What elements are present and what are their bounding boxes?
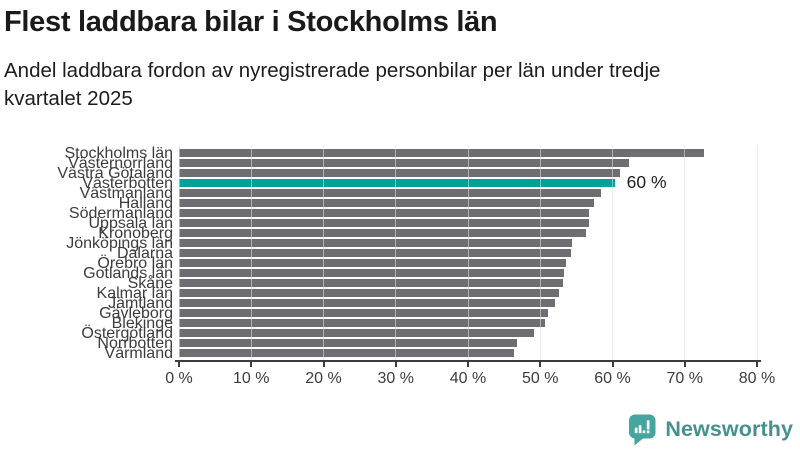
category-label: Södermanland [68,204,173,222]
x-tick-label: 30 % [377,370,414,387]
category-label: Västernorrland [68,154,173,172]
x-axis-tick [611,360,614,367]
x-axis-tick [539,360,542,367]
highlight-value-label: 60 % [626,172,667,192]
y-axis-category-labels: Stockholms län Västernorrland Västra Götal… [0,144,174,362]
x-axis-tick [467,360,469,367]
plot-area [175,145,761,367]
bar-östergötland [179,329,535,337]
x-tick-label: 60 % [594,370,631,387]
bar-örebro-län [179,259,567,267]
x-axis-tick [683,360,686,367]
bar-uppsala-län [179,219,589,227]
bar-norrbotten [179,339,518,347]
category-label: Värmland [104,344,173,362]
x-tick-label: 20 % [305,370,342,387]
gridline-overlay [178,145,180,360]
gridline [684,145,686,360]
bar-västra-götaland [179,169,620,177]
bar-skåne [179,279,564,287]
chart-subtitle: Andel laddbara fordon av nyregistrerade … [4,59,661,110]
category-label: Norrbotten [97,334,173,352]
gridline [756,145,758,360]
category-label: Dalarna [116,244,173,262]
category-label: Jämtland [108,294,173,312]
gridline [612,145,613,360]
x-axis-tick [394,360,397,367]
bar-värmland [179,349,515,357]
category-label: Västmanland [79,184,173,202]
newsworthy-logo-icon [629,414,656,445]
x-axis-tick [756,360,758,367]
category-label: Jönköpings län [66,234,173,252]
x-tick-label: 50 % [522,370,559,387]
x-axis-tick [322,360,325,367]
gridline-overlay [539,145,541,360]
newsworthy-logo-link[interactable]: Newsworthy [629,414,793,445]
x-tick-label: 80 % [738,370,776,387]
bar-jämtland [179,299,556,307]
category-label: Uppsala län [88,214,174,232]
bar-jönköpings-län [179,239,573,247]
bar-västmanland [179,189,601,197]
category-label: Kalmar län [96,284,173,302]
bar-gävleborg [179,309,549,317]
gridline-overlay [612,145,613,360]
category-label: Östergötland [81,324,173,342]
category-label: Skåne [127,274,173,292]
bar-gotlands-län [179,269,565,277]
bar-stockholms-län [179,149,705,157]
category-label: Kronoberg [98,224,173,242]
x-axis-tick [178,360,180,367]
gridline-overlay [756,145,758,360]
x-tick-label: 70 % [666,370,703,387]
gridline-overlay [395,145,397,360]
bar-västerbotten [179,179,615,187]
chart-title: Flest laddbara bilar i Stockholms län [4,6,498,38]
category-label: Gävleborg [99,304,173,322]
category-label: Gotlands län [83,264,173,282]
category-label: Blekinge [111,314,173,332]
bar-kronoberg [179,229,586,237]
category-label: Halland [118,194,173,212]
x-tick-label: 10 % [233,370,270,387]
category-label: Stockholms län [64,144,174,162]
gridline-overlay [467,145,469,360]
category-label: Västra Götaland [57,164,173,182]
gridline-overlay [250,145,252,360]
x-axis-tick [250,360,253,367]
x-tick-label: 40 % [449,370,487,387]
bar-västernorrland [179,159,630,167]
x-tick-label: 0 % [165,370,193,387]
category-label: Örebro län [97,254,173,272]
bar-södermanland [179,209,589,217]
gridline-overlay [323,145,324,360]
bar-dalarna [179,249,571,257]
bar-blekinge [179,319,545,327]
bar-kalmar-län [179,289,560,297]
category-label: Västerbotten [82,174,173,192]
bar-halland [179,199,595,207]
gridline-overlay [684,145,686,360]
newsworthy-brand-text: Newsworthy [665,417,793,441]
